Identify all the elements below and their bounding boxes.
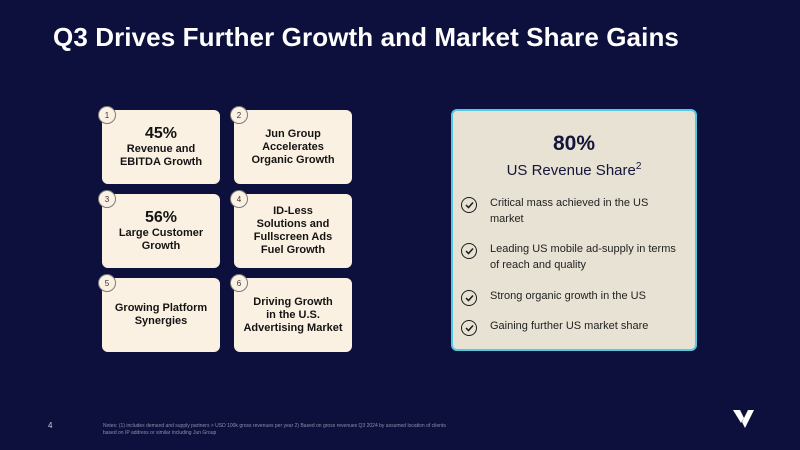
card-text-line: Fuel Growth: [260, 244, 326, 256]
footnote-line: based on IP address or similar including…: [103, 430, 217, 436]
card-us-advertising-market: 6 Driving Growth in the U.S. Advertising…: [230, 274, 352, 352]
card-number-badge: 3: [98, 190, 116, 208]
revenue-share-label-text: US Revenue Share: [506, 162, 636, 179]
card-text-line: Solutions and: [256, 218, 330, 230]
check-item-line: Critical mass achieved in the US: [490, 197, 649, 209]
footnote-line: Notes: (1) includes demand and supply pa…: [103, 423, 446, 429]
check-item-text: Strong organic growth in the US: [490, 288, 695, 304]
revenue-share-label: US Revenue Share2: [453, 161, 695, 179]
card-number-badge: 4: [230, 190, 248, 208]
card-stat: 56%: [144, 209, 178, 226]
card-text-line: Jun Group: [265, 127, 321, 140]
card-text-line: Growth: [141, 240, 181, 252]
check-circle-icon: [461, 243, 477, 259]
card-large-customer-growth: 3 56% Large Customer Growth: [98, 190, 220, 268]
card-jun-group: 2 Jun Group Accelerates Organic Growth: [230, 106, 352, 184]
card-text-line: Accelerates: [262, 140, 324, 153]
card-text-line: Advertising Market: [243, 321, 343, 334]
check-item-text: Leading US mobile ad-supply in terms of …: [490, 241, 695, 273]
check-item-line: of reach and quality: [490, 259, 587, 271]
check-circle-icon: [461, 197, 477, 213]
check-item-line: Leading US mobile ad-supply in terms: [490, 243, 676, 255]
company-logo-icon: [733, 409, 755, 434]
card-text-line: in the U.S.: [266, 308, 320, 321]
card-number-badge: 2: [230, 106, 248, 124]
check-item-line: Strong organic growth in the US: [490, 290, 646, 302]
footnote-marker: 2: [635, 161, 642, 172]
check-item-line: Gaining further US market share: [490, 320, 649, 332]
card-revenue-ebitda-growth: 1 45% Revenue and EBITDA Growth: [98, 106, 220, 184]
page-number: 4: [48, 421, 53, 430]
card-text-line: Organic Growth: [251, 153, 335, 166]
card-platform-synergies: 5 Growing Platform Synergies: [98, 274, 220, 352]
check-circle-icon: [461, 320, 477, 336]
slide-title: Q3 Drives Further Growth and Market Shar…: [53, 22, 679, 52]
card-id-less-solutions: 4 ID-Less Solutions and Fullscreen Ads F…: [230, 190, 352, 268]
card-text-line: EBITDA Growth: [119, 156, 203, 168]
footnotes: Notes: (1) includes demand and supply pa…: [103, 423, 493, 437]
us-revenue-share-panel: 80% US Revenue Share2 Critical mass achi…: [451, 109, 697, 351]
card-text-line: Fullscreen Ads: [253, 231, 333, 243]
check-item-text: Gaining further US market share: [490, 318, 695, 334]
card-text-line: ID-Less: [273, 205, 313, 217]
check-circle-icon: [461, 290, 477, 306]
card-text-line: Revenue and: [126, 143, 196, 155]
check-item-line: market: [490, 213, 524, 225]
card-text-line: Driving Growth: [253, 295, 333, 308]
check-item-text: Critical mass achieved in the US market: [490, 195, 695, 227]
card-text-line: Synergies: [134, 315, 188, 327]
card-stat: 45%: [144, 125, 178, 142]
card-number-badge: 5: [98, 274, 116, 292]
card-number-badge: 6: [230, 274, 248, 292]
card-text-line: Growing Platform: [114, 302, 208, 314]
card-text-line: Large Customer: [118, 227, 204, 239]
card-number-badge: 1: [98, 106, 116, 124]
revenue-share-stat: 80%: [552, 132, 596, 155]
